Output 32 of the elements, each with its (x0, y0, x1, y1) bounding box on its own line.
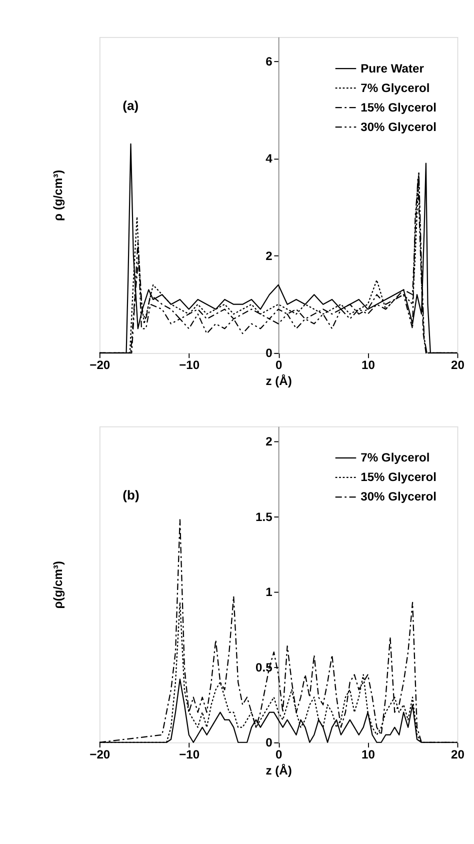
x-tick-label: 10 (362, 748, 376, 762)
y-tick-label: 1.5 (256, 510, 273, 524)
y-tick-label: 0 (266, 346, 273, 360)
y-tick-label: 2 (266, 434, 273, 449)
x-tick-label: 20 (451, 748, 465, 762)
legend-label: 15% Glycerol (360, 100, 436, 114)
y-axis-title: ρ(g/cm³) (50, 560, 65, 609)
legend-label: 15% Glycerol (360, 470, 436, 484)
legend-label: 30% Glycerol (360, 120, 436, 134)
legend-label: 7% Glycerol (360, 80, 430, 95)
y-tick-label: 1 (266, 585, 273, 600)
x-tick-label: 0 (275, 358, 282, 372)
legend-label: Pure Water (360, 61, 424, 76)
x-tick-label: −20 (90, 358, 110, 372)
y-tick-label: 0.5 (256, 660, 273, 674)
x-tick-label: 10 (362, 358, 376, 372)
legend-label: 7% Glycerol (360, 450, 430, 465)
x-axis-title: z (Å) (266, 763, 292, 778)
annotation: (b) (122, 488, 140, 503)
annotation: (a) (122, 98, 139, 114)
x-axis-title: z (Å) (266, 374, 292, 388)
y-tick-label: 4 (266, 152, 273, 166)
y-tick-label: 2 (266, 248, 273, 263)
x-tick-label: 20 (451, 358, 465, 372)
legend-label: 30% Glycerol (360, 490, 436, 504)
x-tick-label: 0 (275, 748, 282, 762)
x-tick-label: −20 (90, 748, 110, 762)
y-axis-title: ρ (g/cm³) (50, 170, 65, 221)
x-tick-label: −10 (179, 748, 200, 762)
x-tick-label: −10 (179, 358, 200, 372)
y-tick-label: 6 (266, 54, 273, 68)
y-tick-label: 0 (266, 736, 273, 750)
